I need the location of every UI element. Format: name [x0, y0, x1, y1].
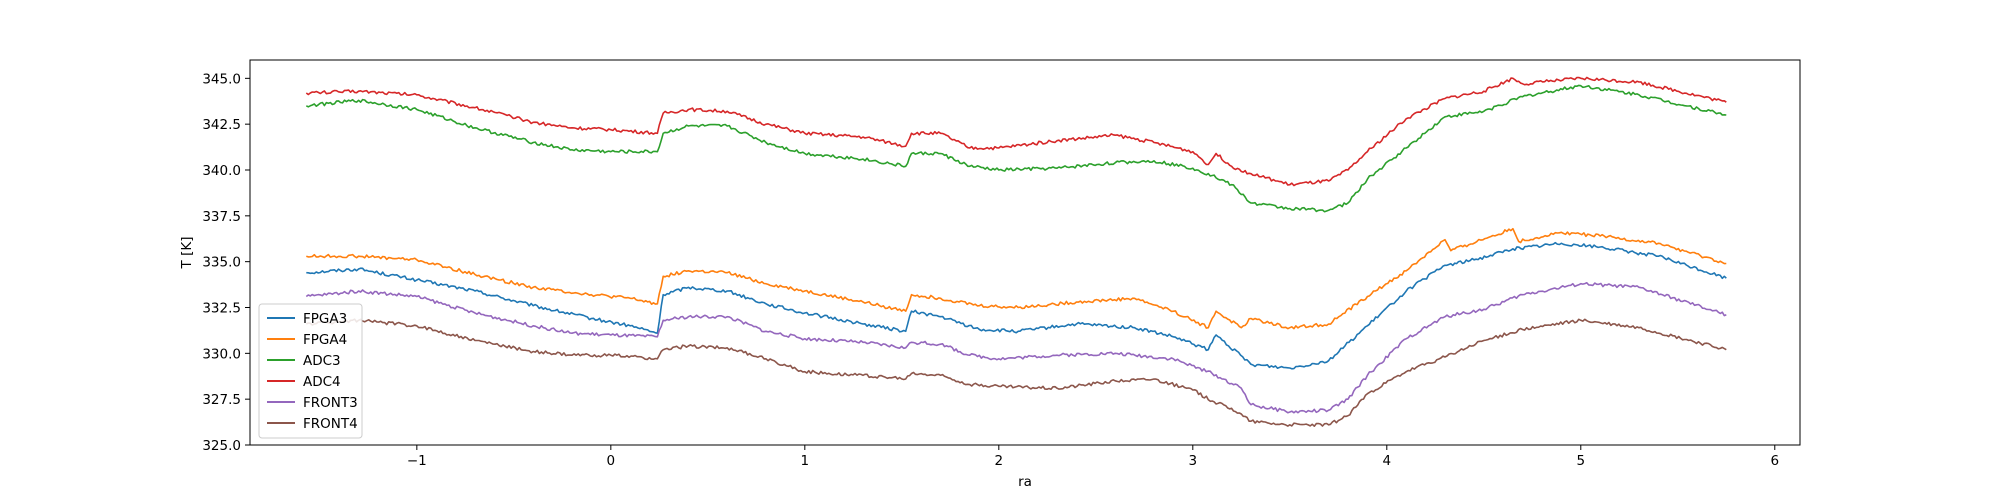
series-line-adc3	[305, 84, 1727, 213]
y-tick-label: 332.5	[202, 301, 241, 317]
y-tick-label: 335.0	[202, 255, 241, 271]
legend-box	[258, 303, 363, 439]
x-tick-label: 4	[1382, 453, 1391, 469]
y-tick-label: 325.0	[202, 438, 241, 454]
x-tick-label: 3	[1189, 453, 1198, 469]
y-axis-label: T [K]	[179, 237, 195, 270]
series-line-front3	[305, 282, 1727, 414]
series-line-front4	[305, 318, 1727, 427]
legend-label-front3: FRONT3	[303, 395, 358, 411]
y-tick-label: 327.5	[202, 392, 241, 408]
x-axis-label: ra	[1018, 474, 1032, 490]
y-tick-label: 340.0	[202, 163, 241, 179]
y-tick-label: 345.0	[202, 71, 241, 87]
x-tick-label: −1	[407, 453, 427, 469]
series-line-fpga3	[306, 241, 1727, 370]
x-tick-label: 6	[1770, 453, 1779, 469]
x-tick-label: 2	[995, 453, 1004, 469]
legend-label-adc3: ADC3	[303, 353, 341, 369]
y-tick-label: 337.5	[202, 209, 241, 225]
legend: FPGA3 FPGA4 ADC3 ADC4 FRONT3 FRONT4	[258, 303, 363, 439]
legend-label-front4: FRONT4	[303, 416, 358, 432]
x-axis: −1 0 1 2 3 4 5 6	[407, 445, 1779, 469]
legend-label-fpga3: FPGA3	[303, 311, 347, 327]
y-axis: 325.0 327.5 330.0 332.5 335.0 337.5 340.0 342.5…	[202, 71, 250, 454]
series-line-adc4	[305, 76, 1727, 187]
plot-lines	[305, 76, 1727, 427]
series-line-fpga4	[306, 227, 1727, 330]
x-tick-label: 1	[801, 453, 810, 469]
x-tick-label: 5	[1576, 453, 1585, 469]
legend-label-fpga4: FPGA4	[303, 332, 347, 348]
x-tick-label: 0	[607, 453, 616, 469]
y-tick-label: 342.5	[202, 117, 241, 133]
y-tick-label: 330.0	[202, 346, 241, 362]
plot-frame	[249, 59, 1801, 446]
legend-label-adc4: ADC4	[303, 374, 341, 390]
